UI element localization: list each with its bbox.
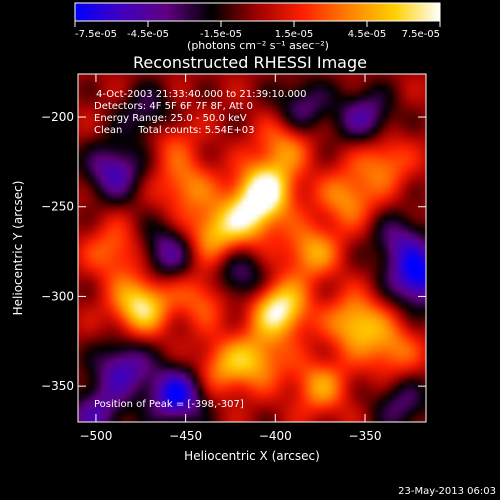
colorbar xyxy=(74,2,441,22)
colorbar-tick-label: 4.5e-05 xyxy=(348,29,386,40)
annotation-detectors: Detectors: 4F 5F 6F 7F 8F, Att 0 xyxy=(94,101,253,112)
colorbar-tick-label: 7.5e-05 xyxy=(402,29,440,40)
colorbar-ticks: -7.5e-05 -4.5e-05 -1.5e-05 1.5e-05 4.5e-05 7.… xyxy=(74,21,441,40)
annotation-block: 4-Oct-2003 21:33:40.000 to 21:39:10.000 … xyxy=(94,89,307,136)
colorbar-tick-label: -4.5e-05 xyxy=(127,29,169,40)
colorbar-tick-label: -7.5e-05 xyxy=(75,29,117,40)
y-tick-label: −200 xyxy=(41,110,74,124)
y-tick-label: −250 xyxy=(41,200,74,214)
peak-position-label: Position of Peak = [-398,-307] xyxy=(94,399,244,410)
annotation-energy-range: Energy Range: 25.0 - 50.0 keV xyxy=(94,113,247,124)
axis-ticks: −500 −450 −400 −350 −350 −300 −250 −200 xyxy=(41,74,426,443)
colorbar-unit-label: (photons cm⁻² s⁻¹ asec⁻²) xyxy=(187,39,329,52)
y-axis-label: Heliocentric Y (arcsec) xyxy=(11,181,25,316)
x-tick-label: −400 xyxy=(259,429,292,443)
colorbar-tick-label: -1.5e-05 xyxy=(200,29,242,40)
annotation-time-range: 4-Oct-2003 21:33:40.000 to 21:39:10.000 xyxy=(96,89,307,100)
footer-date: 23-May-2013 06:03 xyxy=(398,486,496,497)
heatmap-image xyxy=(78,74,426,422)
x-tick-label: −450 xyxy=(169,429,202,443)
colorbar-tick-label: 1.5e-05 xyxy=(275,29,313,40)
chart-title: Reconstructed RHESSI Image xyxy=(133,53,367,72)
x-tick-label: −350 xyxy=(349,429,382,443)
y-tick-label: −350 xyxy=(41,379,74,393)
x-tick-label: −500 xyxy=(79,429,112,443)
plot-frame xyxy=(77,73,427,423)
annotation-clean-counts: Clean Total counts: 5.54E+03 xyxy=(94,125,254,136)
x-axis-label: Heliocentric X (arcsec) xyxy=(184,449,320,463)
y-tick-label: −300 xyxy=(41,289,74,303)
